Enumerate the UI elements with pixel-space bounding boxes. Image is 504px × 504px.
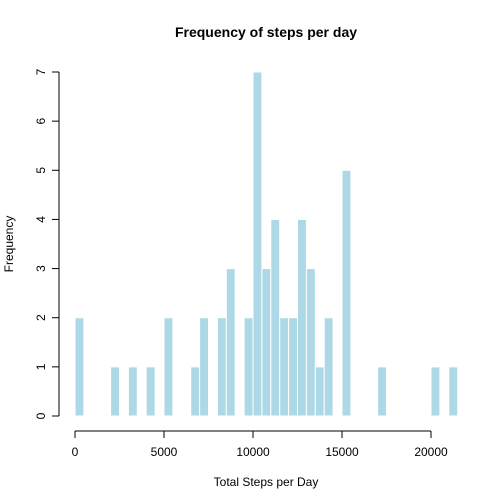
bar-10000 bbox=[252, 71, 263, 417]
bar-2000 bbox=[110, 366, 120, 417]
bars-group bbox=[74, 71, 459, 417]
bar-20000 bbox=[430, 366, 441, 417]
bar-13500 bbox=[314, 366, 325, 417]
x-tick-label-5000: 5000 bbox=[151, 445, 178, 459]
y-tick-label-7: 7 bbox=[34, 68, 48, 75]
x-tick-label-15000: 15000 bbox=[325, 445, 359, 459]
bar-15000 bbox=[341, 169, 352, 417]
bar-17000 bbox=[377, 366, 388, 417]
y-tick-label-3: 3 bbox=[34, 265, 48, 272]
bar-6500 bbox=[190, 366, 201, 417]
bar-11000 bbox=[270, 218, 281, 417]
y-tick-label-2: 2 bbox=[34, 314, 48, 321]
x-tick-label-20000: 20000 bbox=[414, 445, 448, 459]
bar-4000 bbox=[145, 366, 156, 417]
bar-5000 bbox=[163, 317, 174, 417]
y-tick-label-4: 4 bbox=[34, 216, 48, 223]
bar-12000 bbox=[288, 317, 299, 417]
y-axis-label: Frequency bbox=[2, 216, 16, 273]
y-tick-label-6: 6 bbox=[34, 117, 48, 124]
bar-9500 bbox=[243, 317, 254, 417]
bar-10500 bbox=[261, 268, 272, 417]
x-axis: 0 5000 10000 15000 20000 bbox=[72, 430, 448, 459]
bar-13000 bbox=[305, 268, 316, 417]
y-axis: 0 1 2 3 4 5 6 7 bbox=[34, 68, 60, 419]
y-tick-label-5: 5 bbox=[34, 167, 48, 174]
bar-21000 bbox=[448, 366, 459, 417]
y-tick-label-1: 1 bbox=[34, 363, 48, 370]
bar-11500 bbox=[279, 317, 290, 417]
x-tick-label-10000: 10000 bbox=[236, 445, 270, 459]
bar-12500 bbox=[297, 218, 307, 417]
y-tick-label-0: 0 bbox=[34, 412, 48, 419]
bar-8500 bbox=[225, 268, 236, 417]
x-axis-label: Total Steps per Day bbox=[214, 475, 319, 489]
bar-7000 bbox=[199, 317, 210, 417]
x-tick-label-0: 0 bbox=[72, 445, 79, 459]
bar-14000 bbox=[323, 317, 334, 417]
chart-title: Frequency of steps per day bbox=[175, 24, 357, 40]
bar-0 bbox=[74, 317, 85, 417]
bar-8000 bbox=[216, 317, 227, 417]
bar-3000 bbox=[127, 366, 138, 417]
